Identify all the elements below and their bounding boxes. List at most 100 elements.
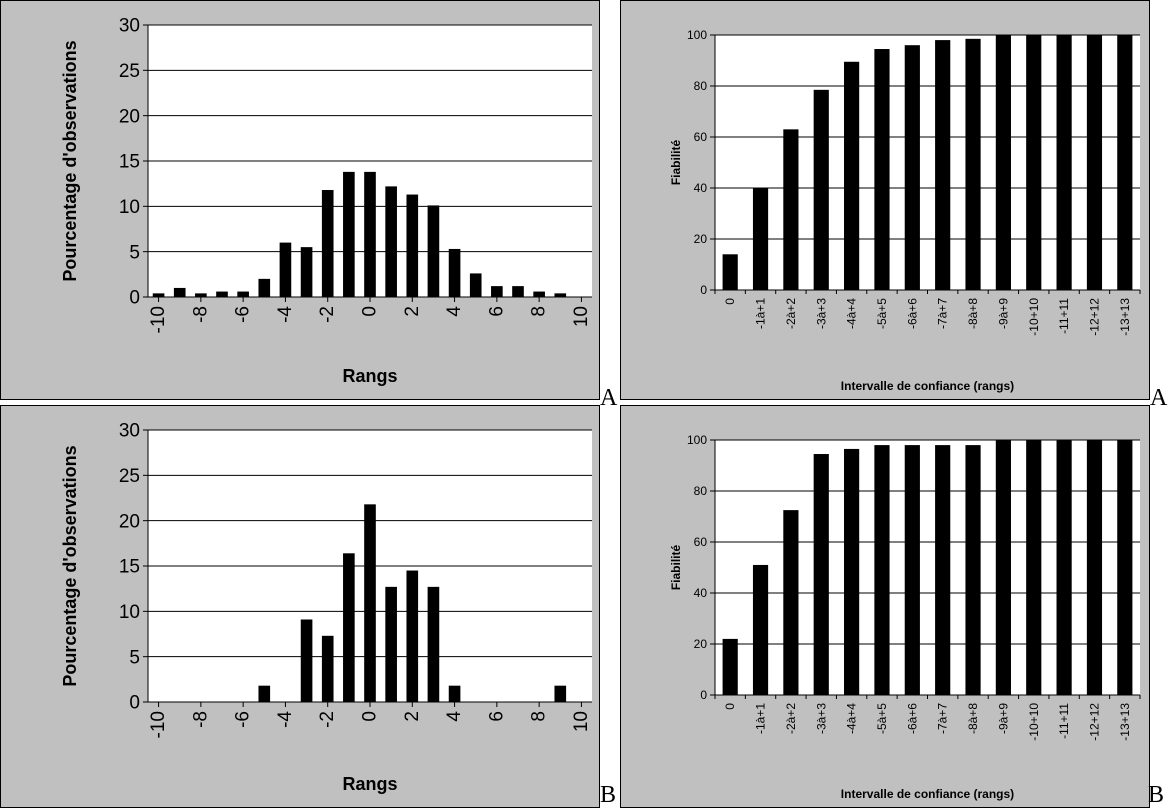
bar: [1026, 35, 1042, 290]
bar: [995, 440, 1011, 695]
bar: [321, 190, 334, 297]
bar: [965, 445, 981, 695]
bar: [874, 445, 890, 695]
y-tick-label: 25: [119, 466, 140, 487]
bar: [722, 638, 738, 695]
bar: [844, 448, 860, 695]
x-tick-label: -1à+1: [754, 703, 768, 734]
bar: [173, 287, 186, 297]
bar: [935, 445, 951, 695]
chart-dist-b: 0 5 10 15 20 25 30 -10 -8 -6 -4 -2 0 2 4 6 8 10 Rangs Pourc…: [0, 405, 600, 808]
x-tick-label: -2à+2: [784, 703, 798, 734]
bar: [448, 685, 461, 702]
chart-panel-fiab-a: 0 20 40 60 80 100 0 -1à+1 -2à+2 -3à+3 -4à+4 -5à+5 -6…: [620, 0, 1150, 400]
y-tick-label: 80: [694, 484, 708, 498]
bar: [1026, 440, 1042, 695]
y-axis-title: Fiabilité: [669, 545, 683, 591]
x-tick-label: -10+10: [1027, 298, 1041, 336]
x-tick-label: -8à+8: [966, 703, 980, 734]
x-tick-label: -4: [275, 306, 296, 323]
x-tick-label: -2à+2: [784, 298, 798, 329]
bar: [152, 293, 165, 297]
bar: [491, 286, 503, 297]
x-tick-label: 0: [360, 711, 381, 722]
bar: [427, 586, 440, 702]
x-axis-title: Intervalle de confiance (rangs): [841, 379, 1014, 393]
y-tick-label: 100: [687, 433, 707, 447]
bar: [300, 247, 313, 297]
bar: [813, 454, 829, 695]
bar: [813, 89, 829, 290]
x-tick-label: 6: [486, 711, 507, 722]
bar: [844, 61, 860, 291]
y-tick-label: 5: [129, 242, 140, 263]
bar: [216, 291, 228, 297]
y-tick-label: 80: [694, 79, 708, 93]
plot-area: [715, 440, 1140, 695]
chart-fiab-a: 0 20 40 60 80 100 0 -1à+1 -2à+2 -3à+3 -4à+4 -5à+5 -6…: [620, 0, 1150, 400]
y-tick-label: 5: [129, 647, 140, 668]
y-tick-label: 20: [694, 232, 708, 246]
x-tick-label: 0: [723, 298, 737, 305]
bar: [783, 510, 799, 695]
bar: [321, 635, 334, 702]
bar: [406, 570, 419, 702]
plot-area: [715, 35, 1140, 290]
x-tick-label: 4: [444, 306, 465, 317]
x-tick-label: 0: [723, 703, 737, 710]
bar: [533, 291, 545, 297]
y-tick-label: 15: [119, 152, 140, 173]
bar: [343, 171, 355, 297]
bar: [904, 445, 920, 695]
y-tick-label: 20: [694, 637, 708, 651]
y-axis-title: Fiabilité: [669, 140, 683, 186]
y-tick-label: 15: [119, 557, 140, 578]
bar: [1056, 35, 1072, 290]
x-tick-label: -8: [190, 711, 211, 728]
y-tick-label: 60: [694, 130, 708, 144]
chart-dist-a: 0 5 10 15 20 25 30 -10 -8 -6 -4 -2 0 2 4 6 8 10 Rangs Pourc…: [0, 0, 600, 400]
y-tick-label: 10: [119, 602, 140, 623]
y-tick-label: 25: [119, 61, 140, 82]
x-tick-label: -7à+7: [936, 703, 950, 734]
y-axis-title: Pourcentage d'observations: [60, 445, 80, 686]
x-tick-label: -12+12: [1087, 298, 1101, 336]
y-tick-label: 100: [687, 28, 707, 42]
x-tick-label: 8: [529, 306, 550, 317]
x-axis-title: Intervalle de confiance (rangs): [841, 787, 1014, 801]
panel-label-a-right: A: [1150, 385, 1168, 411]
bar: [279, 242, 292, 297]
bar: [258, 685, 271, 702]
y-tick-label: 30: [119, 16, 140, 37]
y-tick-label: 60: [694, 535, 708, 549]
bar: [1086, 35, 1103, 290]
bar: [1117, 35, 1133, 290]
y-tick-label: 0: [129, 693, 140, 714]
bar: [469, 273, 482, 297]
bar: [1056, 440, 1072, 695]
y-axis-title: Pourcentage d'observations: [60, 40, 80, 281]
panel-label-b-right: B: [1148, 782, 1165, 808]
bar: [752, 188, 769, 290]
bar: [752, 564, 769, 695]
x-tick-label: 6: [486, 306, 507, 317]
y-tick-label: 20: [119, 106, 140, 127]
bar: [258, 278, 271, 297]
bar: [965, 38, 981, 291]
y-tick-label: 0: [700, 688, 707, 702]
x-tick-label: -13+13: [1118, 298, 1132, 336]
bar: [448, 248, 461, 297]
y-tick-label: 40: [694, 586, 708, 600]
y-tick-label: 10: [119, 197, 140, 218]
x-tick-label: -7à+7: [936, 298, 950, 329]
x-tick-label: 4: [444, 711, 465, 722]
y-tick-label: 0: [129, 288, 140, 309]
x-tick-label: -10: [148, 306, 169, 333]
x-tick-label: -11+11: [1057, 298, 1071, 334]
y-tick-label: 0: [700, 283, 707, 297]
bar: [722, 254, 738, 290]
x-axis-title: Rangs: [342, 366, 397, 386]
bar: [364, 171, 376, 297]
x-tick-label: -4à+4: [845, 298, 859, 329]
bar: [935, 40, 951, 290]
